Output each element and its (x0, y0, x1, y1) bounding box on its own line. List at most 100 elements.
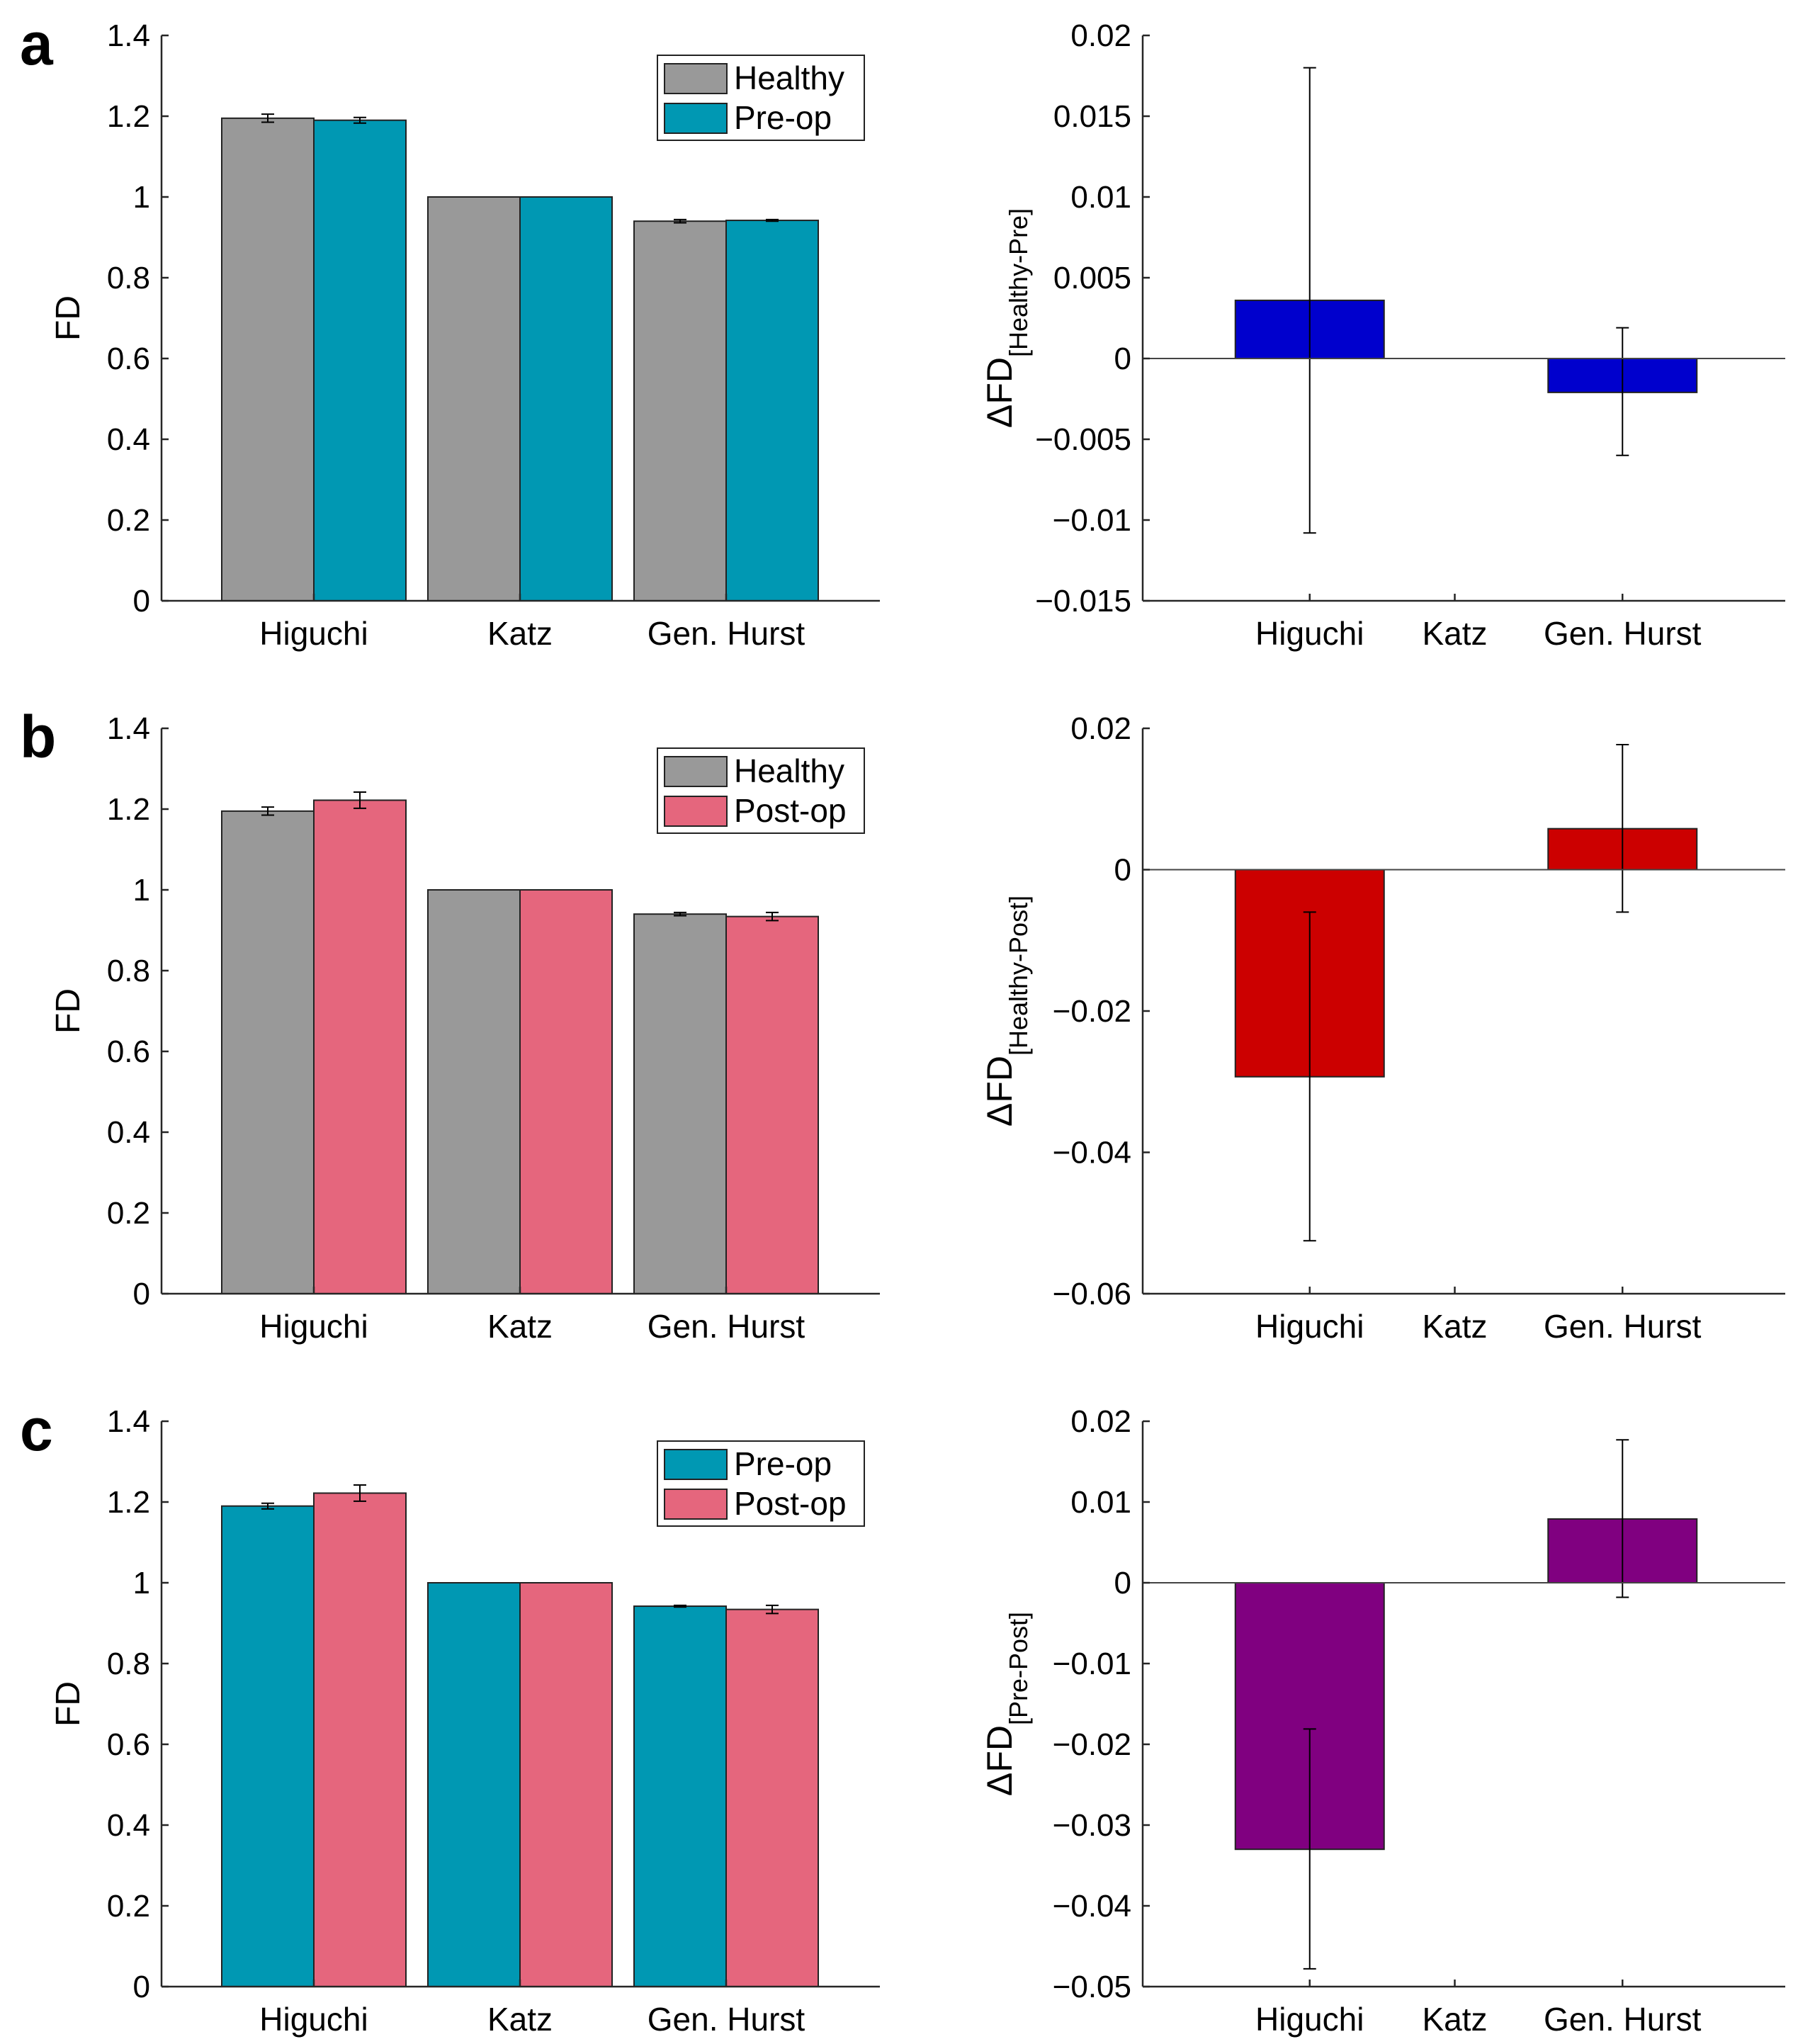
axis-a-left-x-tick-label: Gen. Hurst (648, 615, 805, 652)
axis-c-left-y-tick-label: 1.4 (107, 1404, 150, 1439)
legend-label-c-0: Pre-op (734, 1445, 832, 1482)
axis-b-left-y-tick-label: 0 (133, 1277, 150, 1311)
axis-a-left-y-tick-label: 1.4 (107, 18, 150, 53)
axis-a-right-x-tick-label: Higuchi (1255, 615, 1364, 652)
panel-label-b: b (20, 704, 57, 770)
axis-b-left-y-tick-label: 0.4 (107, 1115, 150, 1150)
bar-b-postop-0 (313, 799, 407, 1294)
ylabel-b-left: FD (50, 988, 87, 1034)
legend-label-b-0: Healthy (734, 752, 844, 789)
axis-c-right-x-tick-label: Higuchi (1255, 2001, 1364, 2038)
axis-b-left-y-tick-label: 0.8 (107, 954, 150, 988)
legend-label-a-0: Healthy (734, 60, 844, 96)
bar-b-healthy-2 (633, 913, 727, 1294)
bar-c-preop-2 (633, 1605, 727, 1988)
bar-a-preop-1 (519, 196, 613, 602)
bar-a-healthy-1 (427, 196, 521, 602)
axis-b-right-y-tick-label: −0.06 (1053, 1277, 1131, 1311)
chart-c-right: −0.05 −0.04 −0.03 −0.02 −0.01 0 0.01 0.02 Higuch… (980, 1404, 1785, 2038)
axis-b-left-y-tick-label: 0.2 (107, 1196, 150, 1231)
axis-a-right-y-tick-label: 0.01 (1070, 180, 1131, 215)
axis-c-left-y-tick-label: 0.8 (107, 1647, 150, 1681)
axis-c-left-y-tick-label: 0.2 (107, 1889, 150, 1924)
axis-b-left-x-tick-label: Katz (487, 1308, 553, 1345)
ylabel-sub-b: [Healthy-Post] (1004, 896, 1033, 1056)
axis-b-right-y-tick-label: −0.04 (1053, 1136, 1131, 1170)
bar-a-preop-2 (725, 220, 819, 602)
axis-c-right-y-tick-label: −0.01 (1053, 1647, 1131, 1681)
ylabel-c-right: ΔFD[Pre-Post] (980, 1612, 1033, 1796)
axis-a-left-y-tick-label: 0 (133, 584, 150, 619)
chart-b-right: −0.06 −0.04 −0.02 0 0.02 Higuchi Katz Gen. Hurs… (980, 711, 1785, 1345)
axis-c-right-x-tick-label: Gen. Hurst (1544, 2001, 1702, 2038)
axis-b-right-y-tick-label: −0.02 (1053, 994, 1131, 1029)
panel-label-a: a (20, 11, 53, 77)
chart-b-left: 0 0.2 0.4 0.6 0.8 1 1.2 1.4 Higuchi Katz Gen. Hurs… (50, 711, 880, 1345)
axis-c-right-y-tick-label: 0.01 (1070, 1485, 1131, 1520)
legend-label-a-1: Pre-op (734, 99, 832, 136)
ylabel-main-b: ΔFD (980, 1056, 1019, 1127)
axis-c-left-y-tick-label: 0.6 (107, 1727, 150, 1762)
axis-b-left-x-tick-label: Higuchi (259, 1308, 368, 1345)
axis-b-left-y-tick-label: 1 (133, 873, 150, 908)
legend-label-c-1: Post-op (734, 1485, 847, 1522)
ylabel-b-right: ΔFD[Healthy-Post] (980, 896, 1033, 1127)
axis-b-right-x-tick-label: Higuchi (1255, 1308, 1364, 1345)
axis-a-left-y-tick-label: 0.8 (107, 261, 150, 295)
axis-c-left-y-tick-label: 0 (133, 1970, 150, 2004)
axis-c-left-y-tick-label: 1 (133, 1566, 150, 1600)
axis-a-left-x-tick-label: Higuchi (259, 615, 368, 652)
axis-b-left-y-tick-label: 1.2 (107, 792, 150, 827)
axis-b-right-x-tick-label: Katz (1422, 1308, 1487, 1345)
ylabel-sub-a: [Healthy-Pre] (1004, 208, 1033, 357)
legend-swatch-a-0 (664, 63, 728, 94)
bar-c-postop-2 (725, 1608, 819, 1988)
axis-b-right-y-tick-label: 0 (1114, 853, 1131, 888)
axis-a-right-y-tick-label: 0.005 (1053, 261, 1131, 295)
axis-a-right-y-tick-label: −0.015 (1035, 584, 1131, 619)
bar-a-healthy-2 (633, 220, 727, 602)
axis-c-left-x-tick-label: Katz (487, 2001, 553, 2038)
ylabel-a-right: ΔFD[Healthy-Pre] (980, 208, 1033, 428)
legend-swatch-c-1 (664, 1489, 728, 1520)
axis-c-right-y-tick-label: −0.05 (1053, 1970, 1131, 2004)
axis-c-right-y-tick-label: 0.02 (1070, 1404, 1131, 1439)
axis-c-right-y-tick-label: −0.03 (1053, 1808, 1131, 1843)
axis-a-left-y-tick-label: 0.6 (107, 341, 150, 376)
axis-a-left-y-tick-label: 0.2 (107, 503, 150, 538)
bar-a-healthy-0 (221, 117, 315, 602)
ylabel-a-left: FD (50, 295, 87, 341)
axis-c-right-y-tick-label: −0.04 (1053, 1889, 1131, 1924)
ylabel-main-c: ΔFD (980, 1725, 1019, 1796)
axis-c-left-x-tick-label: Higuchi (259, 2001, 368, 2038)
axis-a-right-x-tick-label: Gen. Hurst (1544, 615, 1702, 652)
legend-swatch-a-1 (664, 103, 728, 134)
legend-swatch-b-1 (664, 796, 728, 827)
axis-c-left-y-tick-label: 1.2 (107, 1485, 150, 1520)
legend-swatch-b-0 (664, 756, 728, 787)
axis-a-right-x-tick-label: Katz (1422, 615, 1487, 652)
axis-b-left-y-tick-label: 1.4 (107, 711, 150, 746)
ylabel-c-left: FD (50, 1681, 87, 1727)
bar-b-healthy-1 (427, 889, 521, 1294)
panel-label-c: c (20, 1396, 53, 1463)
chart-a-right: −0.015 −0.01 −0.005 0 0.005 0.01 0.015 0.02 Higu… (980, 18, 1785, 652)
axis-a-left-y-tick-label: 1.2 (107, 99, 150, 134)
axis-c-right-x-tick-label: Katz (1422, 2001, 1487, 2038)
axis-c-right-y-tick-label: 0 (1114, 1566, 1131, 1600)
axis-b-left-x-tick-label: Gen. Hurst (648, 1308, 805, 1345)
bar-b-postop-1 (519, 889, 613, 1294)
axis-a-left-x-tick-label: Katz (487, 615, 553, 652)
ylabel-main-a: ΔFD (980, 357, 1019, 428)
axis-c-left-y-tick-label: 0.4 (107, 1808, 150, 1843)
axis-a-left-y-tick-label: 1 (133, 180, 150, 215)
axis-a-right-y-tick-label: −0.005 (1035, 422, 1131, 457)
legend-label-b-1: Post-op (734, 792, 847, 829)
bar-c-preop-1 (427, 1582, 521, 1987)
chart-a-left: 0 0.2 0.4 0.6 0.8 1 1.2 1.4 Higuchi Katz Gen. Hurs… (50, 18, 880, 652)
bar-c-preop-0 (221, 1505, 315, 1987)
axis-b-right-x-tick-label: Gen. Hurst (1544, 1308, 1702, 1345)
legend-swatch-c-0 (664, 1449, 728, 1480)
axis-a-right-y-tick-label: 0 (1114, 341, 1131, 376)
